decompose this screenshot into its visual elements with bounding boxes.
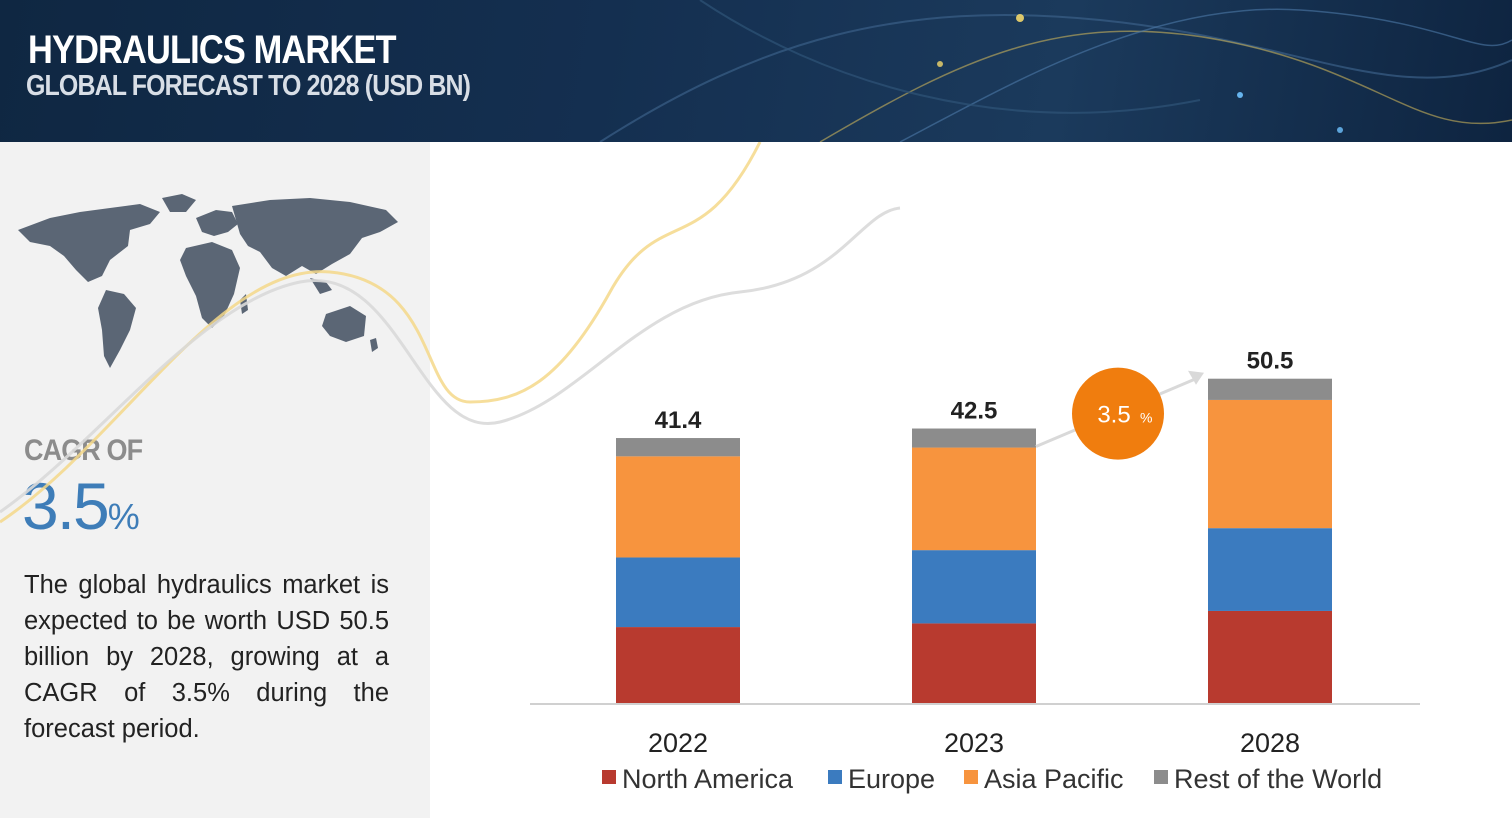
bar-rest-of-the-world-2022 (616, 438, 740, 457)
bar-rest-of-the-world-2023 (912, 428, 1036, 448)
legend-swatch-north-america (602, 770, 616, 784)
bar-europe-2022 (616, 557, 740, 628)
x-tick-label-2023: 2023 (944, 728, 1004, 758)
stacked-bar-chart: 41.4 2022 42.5 2023 50.5 2028 North America Eu… (530, 348, 1420, 794)
bar-north-america-2028 (1208, 610, 1332, 704)
page-title: HYDRAULICS MARKET (28, 28, 396, 72)
x-tick-label-2022: 2022 (648, 728, 708, 758)
total-label-2023: 42.5 (951, 398, 998, 425)
bar-europe-2028 (1208, 528, 1332, 611)
cagr-bubble-unit: % (1140, 410, 1152, 426)
x-tick-label-2028: 2028 (1240, 728, 1300, 758)
cagr-bubble (1072, 367, 1164, 460)
page-subtitle: GLOBAL FORECAST TO 2028 (USD BN) (26, 70, 471, 102)
bar-north-america-2023 (912, 623, 1036, 704)
total-label-2022: 41.4 (655, 407, 702, 434)
legend-swatch-rest-of-the-world (1154, 770, 1168, 784)
cagr-label: CAGR OF (24, 434, 143, 467)
bar-asia-pacific-2023 (912, 447, 1036, 551)
bar-asia-pacific-2028 (1208, 399, 1332, 529)
legend-label-asia-pacific: Asia Pacific (984, 764, 1124, 794)
header-banner: HYDRAULICS MARKET GLOBAL FORECAST TO 202… (0, 0, 1512, 142)
cagr-unit: % (107, 496, 140, 537)
legend-swatch-europe (828, 770, 842, 784)
legend-label-europe: Europe (848, 764, 935, 794)
total-label-2028: 50.5 (1247, 348, 1294, 375)
summary-panel: CAGR OF 3.5% The global hydraulics marke… (0, 142, 430, 818)
bar-north-america-2022 (616, 627, 740, 704)
growth-arrow-head (1188, 370, 1204, 385)
cagr-bubble-label: 3.5 (1097, 402, 1130, 429)
legend-label-north-america: North America (622, 764, 794, 794)
cagr-number: 3.5 (22, 469, 110, 543)
legend-label-rest-of-the-world: Rest of the World (1174, 764, 1382, 794)
world-map-icon (18, 194, 398, 368)
bar-europe-2023 (912, 550, 1036, 624)
market-description: The global hydraulics market is expected… (24, 571, 389, 743)
bar-rest-of-the-world-2028 (1208, 378, 1332, 400)
legend-swatch-asia-pacific (964, 770, 978, 784)
bar-asia-pacific-2022 (616, 456, 740, 558)
header-background-art (599, 0, 1512, 142)
cagr-value: 3.5% (22, 468, 140, 544)
